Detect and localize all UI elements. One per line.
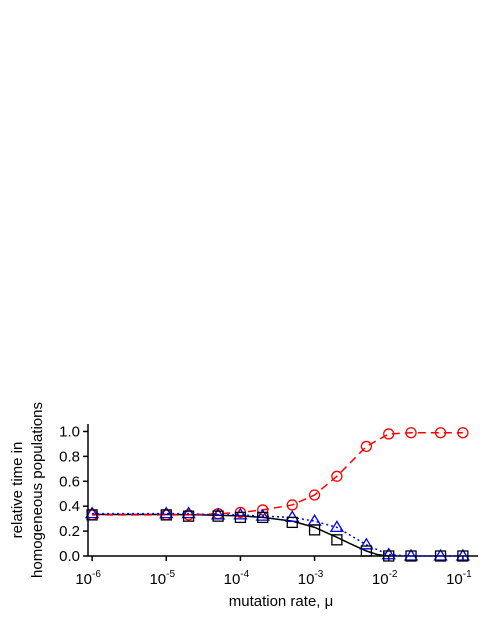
y-axis-label: homogeneous populations xyxy=(29,402,46,578)
marker xyxy=(434,550,447,562)
marker xyxy=(359,537,374,550)
marker xyxy=(434,427,447,439)
marker xyxy=(86,509,98,521)
y-tick-label: 0.6 xyxy=(59,473,80,490)
marker xyxy=(383,550,395,562)
marker xyxy=(84,506,100,519)
x-tick-base: 10 xyxy=(298,571,315,588)
marker xyxy=(403,548,419,561)
marker xyxy=(257,511,269,524)
marker xyxy=(457,427,469,439)
x-tick-base: 10 xyxy=(149,571,166,588)
marker xyxy=(182,510,195,522)
marker xyxy=(285,510,300,523)
x-tick-label: 10-3 xyxy=(298,569,324,588)
marker xyxy=(257,504,269,516)
marker xyxy=(234,511,247,524)
marker xyxy=(255,508,270,521)
marker xyxy=(405,427,417,439)
marker xyxy=(181,506,196,519)
marker xyxy=(307,513,322,526)
marker xyxy=(329,520,345,533)
x-tick-exponent: -6 xyxy=(92,569,101,580)
marker xyxy=(286,499,298,511)
x-tick-label: 10-6 xyxy=(75,569,101,588)
x-tick-exponent: -5 xyxy=(166,569,175,580)
x-tick-label: 10-4 xyxy=(224,569,250,588)
x-tick-label: 10-1 xyxy=(446,569,472,588)
x-tick-base: 10 xyxy=(372,571,389,588)
marker xyxy=(360,545,373,557)
y-tick-label: 0.4 xyxy=(59,498,80,515)
x-tick-base: 10 xyxy=(75,571,92,588)
marker xyxy=(331,470,343,482)
marker xyxy=(159,506,174,519)
series-line xyxy=(92,431,463,516)
marker xyxy=(457,550,469,562)
marker xyxy=(233,507,248,520)
marker xyxy=(331,534,343,546)
marker xyxy=(381,547,396,560)
y-tick-label: 1.0 xyxy=(59,423,80,440)
marker xyxy=(405,550,417,562)
series-line xyxy=(92,513,389,557)
y-tick-label: 0.2 xyxy=(59,523,80,540)
y-tick-label: 0.8 xyxy=(59,448,80,465)
marker xyxy=(286,516,298,529)
marker xyxy=(308,489,321,501)
x-tick-exponent: -3 xyxy=(314,569,323,580)
marker xyxy=(308,524,321,536)
marker xyxy=(383,428,395,440)
x-tick-base: 10 xyxy=(446,571,463,588)
x-tick-exponent: -1 xyxy=(463,569,472,580)
x-tick-exponent: -4 xyxy=(240,569,249,580)
marker xyxy=(160,509,172,521)
y-axis-label: relative time in xyxy=(9,442,26,539)
x-tick-label: 10-2 xyxy=(372,569,398,588)
x-axis-label: mutation rate, μ xyxy=(229,593,334,610)
x-tick-base: 10 xyxy=(224,571,241,588)
y-tick-label: 0.0 xyxy=(59,548,80,565)
x-tick-exponent: -2 xyxy=(389,569,398,580)
marker xyxy=(212,510,224,522)
marker xyxy=(455,548,471,561)
x-tick-label: 10-5 xyxy=(149,569,175,588)
marker xyxy=(360,440,373,453)
marker xyxy=(433,548,448,561)
marker xyxy=(210,507,226,520)
